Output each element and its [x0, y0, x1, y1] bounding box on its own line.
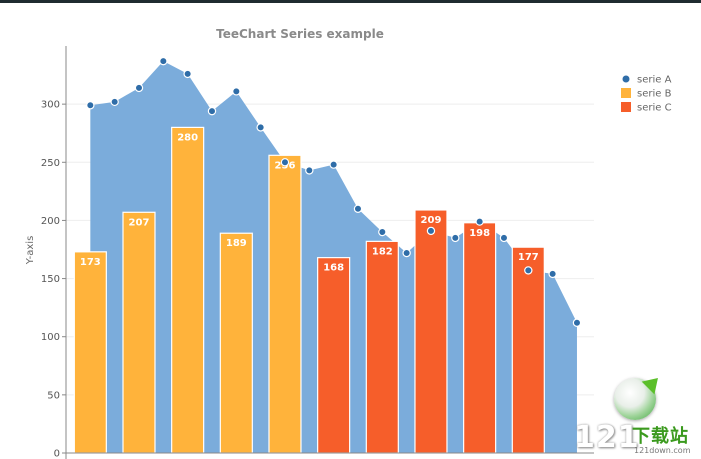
- serie-a-point-18: [524, 266, 533, 275]
- y-tick-label-250: 250: [41, 158, 60, 169]
- legend-label-0: serie A: [637, 75, 672, 86]
- y-tick-label-300: 300: [41, 100, 60, 111]
- serie-b-bar-3: [219, 232, 253, 454]
- serie-a-point-13: [402, 248, 411, 258]
- serie-a-point-7: [256, 123, 265, 132]
- serie-b-bar-label-3: 189: [226, 238, 247, 249]
- serie-a-point-12: [378, 227, 387, 237]
- serie-c-bar-4: [511, 246, 545, 454]
- logo-ball-icon: [614, 378, 656, 420]
- serie-a-point-2: [134, 83, 144, 93]
- top-dark-strip: [0, 0, 701, 3]
- legend: serie A serie B serie C: [621, 75, 672, 114]
- y-tick-label-150: 150: [41, 274, 60, 285]
- legend-marker-serie-c: [621, 102, 631, 112]
- serie-a-point-20: [572, 318, 582, 327]
- serie-c-bar-label-1: 182: [372, 246, 393, 257]
- legend-marker-serie-a: [622, 75, 630, 83]
- serie-a-point-17: [499, 233, 509, 243]
- serie-a-point-14: [426, 226, 436, 236]
- serie-a-point-16: [475, 217, 484, 226]
- axes: 0 50 100 150 200 250 300: [41, 46, 594, 459]
- serie-b-bar-1: [122, 211, 156, 454]
- serie-a-point-1: [110, 97, 119, 107]
- chart-title: TeeChart Series example: [216, 27, 384, 41]
- y-tick-label-200: 200: [41, 216, 60, 227]
- serie-c-bar-3: [463, 222, 497, 454]
- serie-a-point-11: [353, 204, 363, 213]
- y-tick-label-100: 100: [41, 332, 60, 343]
- serie-c-bar-2: [414, 209, 448, 454]
- serie-a-points: [86, 56, 582, 327]
- serie-a-point-6: [232, 87, 241, 96]
- serie-b-bar-0: [73, 251, 107, 454]
- legend-label-1: serie B: [637, 89, 672, 100]
- serie-a-point-9: [305, 166, 314, 175]
- serie-c-bar-label-4: 177: [518, 252, 539, 263]
- y-axis-title: Y-axis: [25, 236, 36, 266]
- legend-label-2: serie C: [637, 103, 672, 114]
- serie-b-bar-label-2: 280: [177, 132, 198, 143]
- y-tick-label-50: 50: [47, 390, 60, 401]
- serie-b-bar-label-0: 173: [80, 257, 101, 268]
- watermark-logo: 121 下载站 121down.com: [566, 371, 701, 459]
- serie-c-bar-1: [365, 240, 399, 454]
- serie-b-bar-2: [171, 126, 205, 454]
- serie-b-bar-4: [268, 154, 302, 454]
- serie-a-point-19: [548, 269, 557, 279]
- serie-a-point-0: [86, 101, 95, 110]
- serie-c-bar-label-3: 198: [469, 228, 490, 239]
- serie-a-point-15: [451, 233, 460, 243]
- serie-a-point-3: [159, 56, 168, 66]
- legend-marker-serie-b: [621, 88, 631, 98]
- serie-a-point-10: [329, 160, 338, 169]
- watermark-site-name: 下载站: [632, 426, 689, 447]
- serie-b-bar-label-1: 207: [129, 217, 150, 228]
- watermark-number: 121: [574, 420, 640, 455]
- serie-a-point-4: [183, 69, 192, 79]
- serie-a-point-8: [280, 158, 290, 167]
- serie-a-point-5: [207, 106, 217, 116]
- y-tick-label-0: 0: [54, 449, 60, 459]
- serie-c-bar-0: [317, 257, 351, 454]
- watermark-url: 121down.com: [634, 446, 691, 455]
- serie-c-bar-label-0: 168: [323, 263, 344, 274]
- serie-c-bar-label-2: 209: [421, 215, 442, 226]
